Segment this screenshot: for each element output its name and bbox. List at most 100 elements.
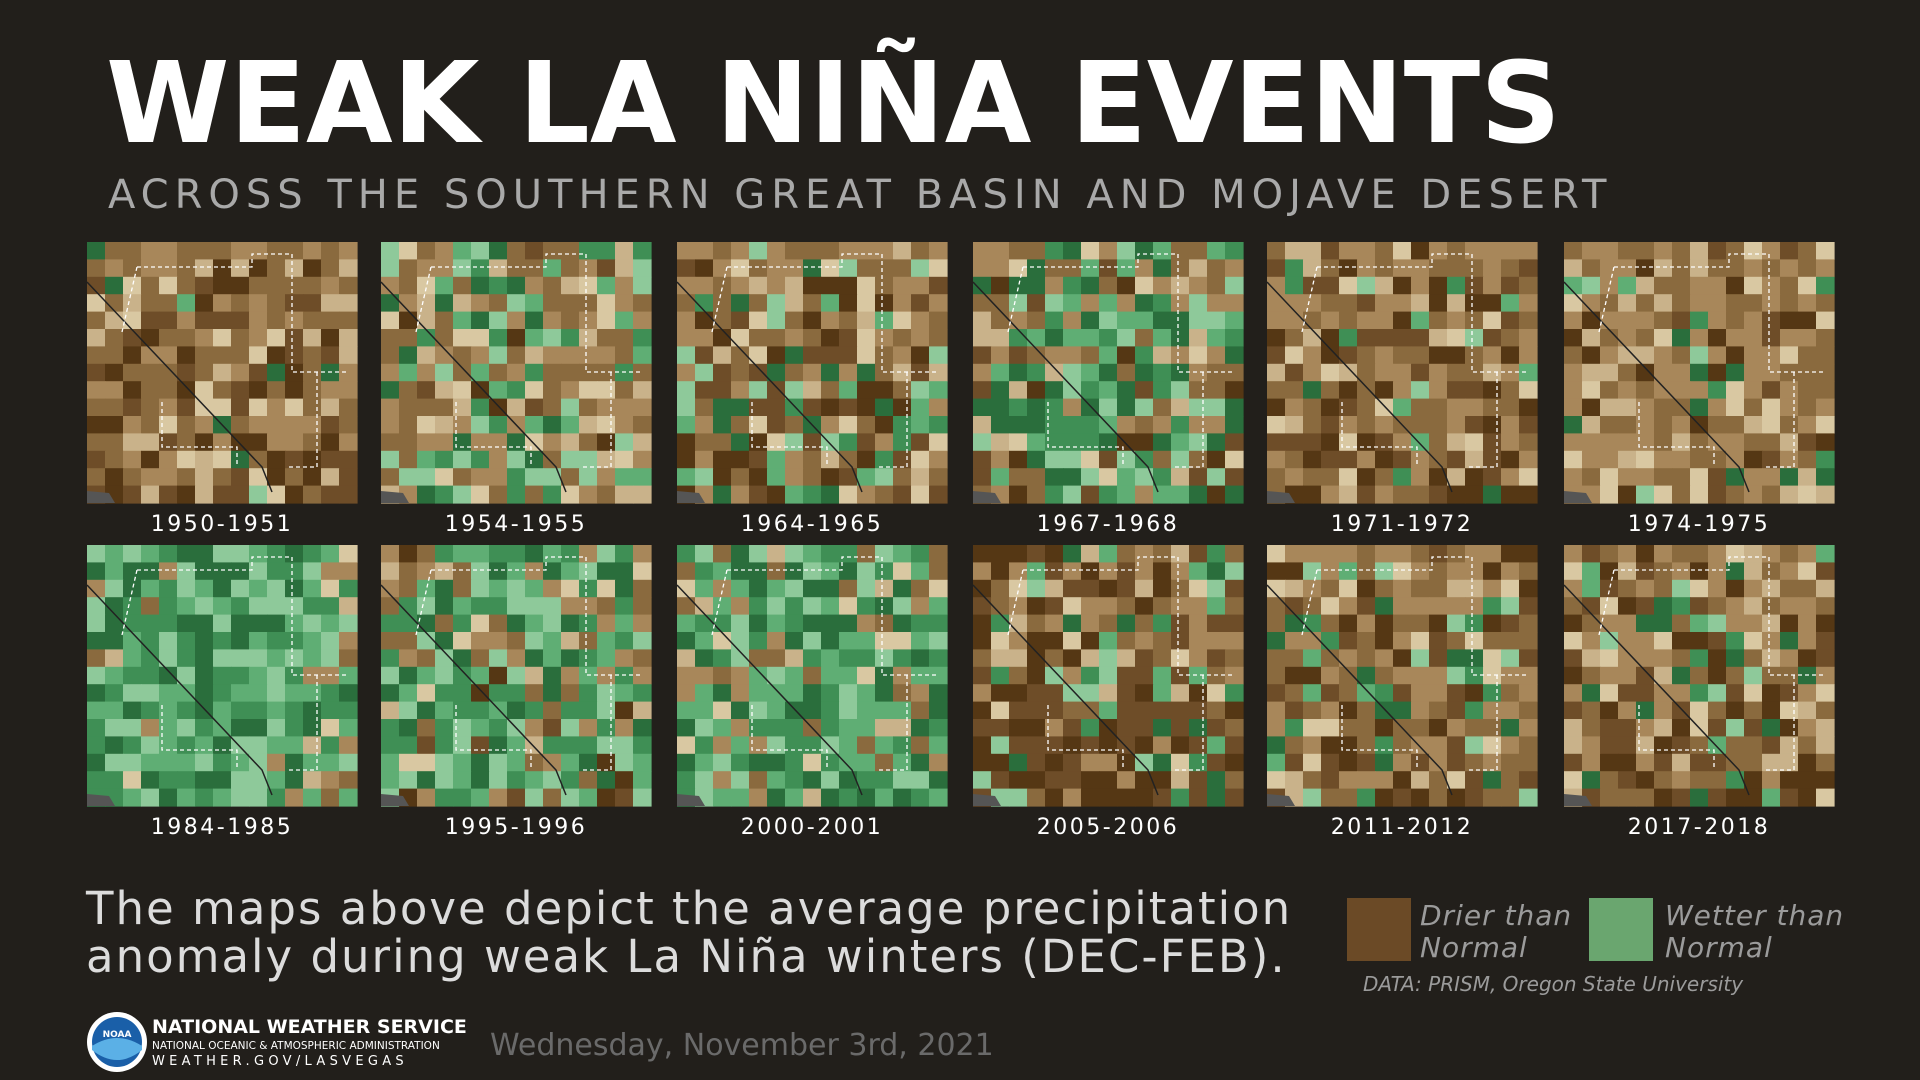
map-cell — [1081, 771, 1100, 790]
map-cell — [1582, 329, 1601, 347]
map-cell — [597, 579, 616, 598]
map-cell — [1447, 562, 1466, 581]
map-cell — [839, 381, 858, 400]
map-cell — [1099, 433, 1118, 452]
map-cell — [1465, 259, 1484, 278]
map-cell — [973, 562, 992, 581]
map-cell — [105, 294, 124, 313]
map-cell — [435, 381, 454, 400]
map-cell — [1816, 579, 1835, 598]
map-cell — [749, 788, 768, 807]
map-cell — [123, 736, 142, 755]
map-cell — [249, 545, 268, 563]
map-cell — [1744, 381, 1763, 400]
map-cell — [1618, 614, 1637, 633]
map-cell — [1339, 788, 1358, 807]
map-cell — [1375, 276, 1394, 295]
map-cell — [579, 468, 598, 487]
map-cell — [1207, 242, 1226, 260]
map-cell — [821, 753, 840, 772]
map-cell — [1564, 468, 1583, 487]
map-cell — [1045, 468, 1064, 487]
map-cell — [525, 346, 544, 365]
map-cell — [1303, 450, 1322, 469]
map-cell — [1744, 719, 1763, 737]
map-cell — [249, 416, 268, 434]
map-cell — [731, 242, 750, 260]
map-cell — [123, 468, 142, 487]
map-cell — [1375, 736, 1394, 755]
legend-swatch-wet — [1589, 898, 1653, 961]
map-cell — [1303, 242, 1322, 260]
map-cell — [767, 259, 786, 278]
map-cell — [105, 771, 124, 790]
map-cell — [87, 242, 106, 260]
map-cell — [213, 329, 232, 347]
map-cell — [893, 485, 912, 504]
map-cell — [713, 753, 732, 772]
map-cell — [973, 468, 992, 487]
map-cell — [267, 363, 286, 382]
map-cell — [677, 545, 696, 563]
map-cell — [1501, 614, 1520, 633]
county-border — [1007, 253, 1233, 468]
map-cell — [321, 562, 340, 581]
map-label: 2005-2006 — [1037, 815, 1179, 840]
map-cell — [231, 788, 250, 807]
map-cell — [1654, 788, 1673, 807]
map-cell — [579, 684, 598, 703]
map-cell — [785, 242, 804, 260]
map-cell — [1618, 363, 1637, 382]
map-cell — [695, 346, 714, 365]
map-cell — [381, 736, 400, 755]
map-cell — [695, 719, 714, 737]
map-cell — [381, 398, 400, 417]
map-cell — [1135, 649, 1154, 668]
map-cell — [1672, 346, 1691, 365]
map-cell — [141, 684, 160, 703]
map-cell — [285, 416, 304, 434]
map-cell — [911, 719, 930, 737]
map-cell — [249, 701, 268, 720]
map-cell — [1411, 614, 1430, 633]
map-cell — [471, 363, 490, 382]
map-cell — [1816, 416, 1835, 434]
map-cell — [1447, 450, 1466, 469]
map-cell — [285, 545, 304, 563]
map-cell — [1189, 363, 1208, 382]
map-cell — [1117, 788, 1136, 807]
map-cell — [991, 597, 1010, 616]
map-cell — [597, 562, 616, 581]
map-cell — [1171, 381, 1190, 400]
map-cell — [267, 649, 286, 668]
state-line — [1563, 584, 1750, 796]
map-cell — [1117, 363, 1136, 382]
map-cell — [1321, 614, 1340, 633]
map-cell — [339, 311, 358, 330]
map-cell — [1780, 294, 1799, 313]
map-cell — [991, 562, 1010, 581]
map-cell — [1762, 771, 1781, 790]
map-cell — [1564, 562, 1583, 581]
map-cell — [911, 649, 930, 668]
map-cell — [1045, 450, 1064, 469]
map-cell — [911, 614, 930, 633]
map-cell — [1303, 468, 1322, 487]
map-cell — [435, 545, 454, 563]
map-cell — [195, 545, 214, 563]
map-cell — [1063, 485, 1082, 504]
map-cell — [435, 363, 454, 382]
map-cell — [821, 450, 840, 469]
map-cell — [303, 632, 322, 650]
map-cell — [767, 450, 786, 469]
map-cell — [1690, 545, 1709, 563]
map-cell — [1357, 485, 1376, 504]
map-cell — [1009, 468, 1028, 487]
map-cell — [339, 597, 358, 616]
map-cell — [821, 242, 840, 260]
map-cell — [399, 311, 418, 330]
map-cell — [677, 242, 696, 260]
map-cell — [1618, 753, 1637, 772]
map-cell — [1321, 311, 1340, 330]
map-cell — [1600, 346, 1619, 365]
